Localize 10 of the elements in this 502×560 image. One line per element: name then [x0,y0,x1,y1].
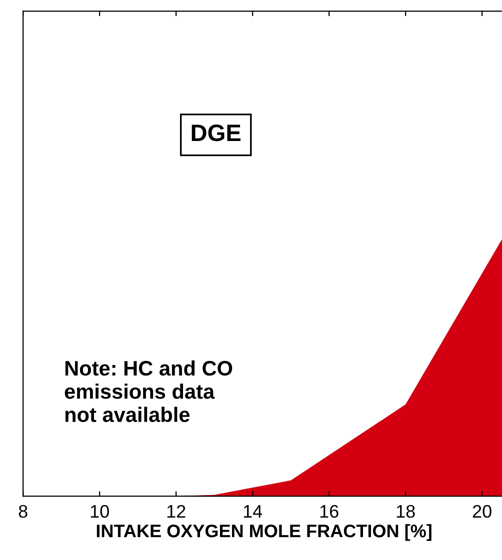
x-tick-label: 20 [472,504,492,518]
x-tick-label: 12 [167,504,186,518]
x-tick-label: 18 [396,504,415,518]
x-tick-label: 14 [244,505,262,518]
annotation: Note: HC and CO emissions data not available [64,360,232,422]
text: DGE [192,124,241,142]
x-tick-label: 16 [320,504,338,518]
x-tick-label: 10 [90,504,109,518]
x-axis-title: INTAKE OXYGEN MOLE FRACTION [%] [96,524,432,541]
x-tick-label: 8 [18,504,28,518]
